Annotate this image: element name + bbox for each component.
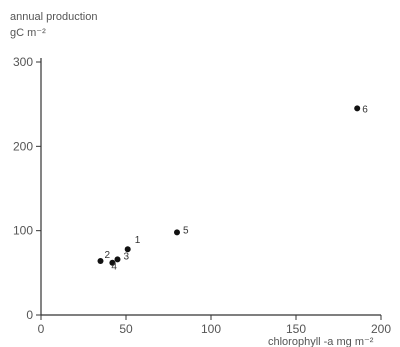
data-point [124, 246, 131, 253]
y-tick-label: 200 [13, 139, 33, 153]
x-axis-title: chlorophyll -a mg m⁻² [268, 336, 374, 347]
data-point [114, 256, 121, 263]
data-point [109, 259, 116, 266]
x-tick-label: 150 [286, 322, 306, 336]
axes [40, 58, 381, 316]
data-point [97, 258, 104, 265]
x-tick-label: 200 [371, 322, 391, 336]
data-point-label: 5 [183, 225, 189, 236]
data-point-label: 3 [124, 251, 130, 262]
data-point [354, 105, 361, 112]
y-tick-label: 0 [26, 308, 33, 322]
data-points: 1 2 34 5 6 [97, 104, 368, 273]
data-point-label: 6 [362, 104, 368, 115]
data-point-label: 2 [105, 250, 111, 261]
y-axis-title-line1: annual production [10, 11, 97, 23]
y-tick-label: 100 [13, 224, 33, 238]
data-point-label: 1 [135, 235, 141, 246]
y-axis-title-line2: gC m⁻² [10, 27, 46, 39]
tick-marks: 0 50 100 150 200 0 100 200 300 [13, 55, 391, 336]
data-point-label: 4 [111, 262, 117, 273]
x-tick-label: 0 [38, 322, 45, 336]
data-point [174, 229, 180, 236]
x-tick-label: 50 [119, 322, 133, 336]
x-tick-label: 100 [201, 322, 221, 336]
y-tick-label: 300 [13, 55, 33, 69]
